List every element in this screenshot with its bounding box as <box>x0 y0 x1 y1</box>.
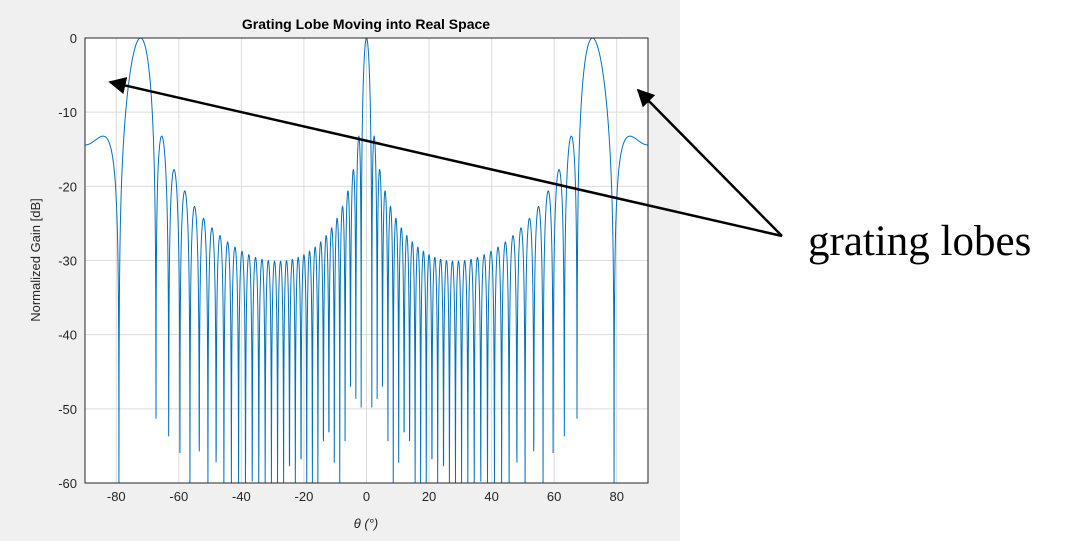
x-tick-label: 80 <box>609 489 623 504</box>
ticks: -80 -60 -40 -20 0 20 40 60 80 0 -10 -20 -30 -40 -50 -60 <box>58 31 624 504</box>
arrow-right <box>636 88 783 237</box>
x-tick-label: -20 <box>295 489 314 504</box>
y-tick-label: -50 <box>58 402 77 417</box>
arrow-left <box>108 76 783 238</box>
y-tick-label: -30 <box>58 254 77 269</box>
x-tick-label: 0 <box>363 489 370 504</box>
x-tick-label: 20 <box>422 489 436 504</box>
grating-lobes-label: grating lobes <box>808 218 1032 265</box>
y-tick-label: -20 <box>58 179 77 194</box>
y-axis-label: Normalized Gain [dB] <box>28 198 43 322</box>
chart-title: Grating Lobe Moving into Real Space <box>242 16 490 32</box>
x-tick-label: -40 <box>232 489 251 504</box>
y-tick-label: -10 <box>58 105 77 120</box>
y-tick-label: -60 <box>58 476 77 491</box>
x-tick-label: -80 <box>107 489 126 504</box>
y-tick-label: -40 <box>58 328 77 343</box>
plot-box <box>84 37 649 484</box>
x-tick-label: 60 <box>547 489 561 504</box>
x-axis-label: θ (°) <box>354 516 379 531</box>
x-tick-label: -60 <box>169 489 188 504</box>
x-tick-label: 40 <box>484 489 498 504</box>
y-tick-label: 0 <box>70 31 77 46</box>
